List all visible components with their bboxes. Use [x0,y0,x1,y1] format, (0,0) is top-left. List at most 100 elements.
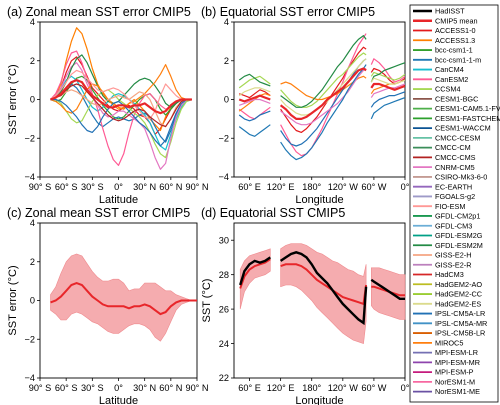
y-tick-label: −4 [219,172,229,182]
x-tick-label: 120° W [328,182,359,192]
legend-label: CCSM4 [435,85,461,94]
legend-label: GFDL-ESM2M [435,241,483,250]
legend-label: bcc-csm1-1-m [435,55,481,64]
x-tick-label: 60° S [55,182,78,192]
y-tick-label: 2 [30,257,35,267]
x-tick-label: 60° E [238,182,261,192]
y-tick-label: −4 [25,172,35,182]
panel-title: (b) Equatorial SST error CMIP5 [201,5,375,19]
spread-band [280,243,367,345]
y-tick-label: 4 [224,17,229,27]
x-axis-label: Latitude [99,194,138,206]
x-tick-label: 60° W [361,182,386,192]
y-tick-label: 30 [219,235,229,245]
y-tick-label: −4 [25,373,35,383]
legend-label: GFDL-CM3 [435,221,472,230]
y-tick-label: 2 [224,56,229,66]
y-tick-label: 24 [219,339,229,349]
series-line-miroc5 [50,63,192,114]
spread-band [371,267,406,320]
legend-label: MIROC5 [435,338,463,347]
legend-label: CESM1-WACCM [435,124,491,133]
series-line-cmip5-mean [370,82,405,91]
mean-line [50,282,197,316]
x-tick-label: 60° N [159,182,182,192]
x-tick-label: 60° E [238,383,261,393]
x-tick-label: 90° N [185,383,208,393]
legend-label: CNRM-CM5 [435,163,475,172]
legend-frame [409,4,499,403]
x-axis-label: Latitude [99,395,138,405]
series-line-ipsl-cm5a-lr [370,91,405,108]
obs-line [279,251,368,326]
y-tick-label: 22 [219,373,229,383]
legend-label: HadCM3 [435,270,464,279]
x-tick-label: 120° E [267,182,295,192]
series-line-cmcc-cms [50,83,192,128]
series-line-gfdl-esm2m [280,35,367,108]
y-tick-label: 4 [30,17,35,27]
legend-label: ACCESS1-0 [435,26,476,35]
series-line-canesm2 [280,33,367,157]
obs-line [239,256,271,286]
x-tick-label: 180° [302,383,321,393]
x-tick-label: 60° W [361,383,386,393]
series-group [50,27,193,170]
x-tick-label: 120° E [267,383,295,393]
x-tick-label: 0° [401,182,410,192]
series-line-bcc-csm1-1-m [280,64,367,161]
series-line-hadgem2-es [238,87,271,97]
x-tick-label: 30° N [133,182,156,192]
y-tick-label: 4 [30,218,35,228]
x-tick-label: 0° [114,383,123,393]
series-line-gfdl-esm2m [50,54,192,108]
x-tick-label: 120° W [328,383,359,393]
panel-a: (a) Zonal mean SST error CMIP5 90° S 60° S… [7,5,209,206]
legend-label: CMIP5 mean [435,16,478,25]
series-line-ipsl-cm5a-lr [280,58,367,147]
legend-label: MPI-ESM-P [435,368,474,377]
series-line-fio-esm [50,69,192,120]
series-line-cnrm-cm5 [238,98,271,106]
series-line-access1-0 [50,56,192,135]
x-tick-label: 180° [302,182,321,192]
panel-d: (d) Equatorial SST CMIP5 60° E 120° E 180° 1… [201,206,410,405]
series-line-gfdl-esm2m [238,73,271,87]
series-line-cmip5-mean [50,79,192,115]
legend-label: CanCM4 [435,65,464,74]
x-tick-label: 60° S [55,383,78,393]
legend-label: HadGEM2-CC [435,290,482,299]
legend-label: GFDL-CM2p1 [435,212,480,221]
mean-line [280,263,368,306]
legend-label: EC-EARTH [435,182,472,191]
legend-label: FIO-ESM [435,202,465,211]
y-tick-label: 28 [219,270,229,280]
x-tick-label: 30° S [81,182,104,192]
series-line-cmip5-mean [238,94,271,103]
y-axis-label: SST (°C) [201,279,213,323]
legend-label: GISS-E2-R [435,260,472,269]
panel-b: (b) Equatorial SST error CMIP5 60° E 120° … [201,5,410,206]
x-tick-label: 60° N [159,383,182,393]
legend-label: MPI-ESM-MR [435,358,480,367]
x-tick-label: 0° [114,182,123,192]
y-tick-label: 26 [219,304,229,314]
x-tick-label: 90° S [29,182,52,192]
y-tick-label: −2 [219,133,229,143]
series-line-bcc-csm1-1-m [50,83,192,143]
panel-c: (c) Zonal mean SST error CMIP5 90° S 60° S… [7,206,209,405]
y-axis-label: SST error (°C) [7,64,19,134]
series-line-access1-0 [238,89,271,99]
legend-label: CMCC-CESM [435,133,480,142]
series-line-gfdl-esm2m [370,62,405,83]
legend-label: bcc-csm1-1 [435,46,473,55]
series-line-ipsl-cm5a-lr [50,98,192,147]
panel-title: (d) Equatorial SST CMIP5 [201,206,345,220]
legend-label: FGOALS-g2 [435,192,475,201]
x-tick-label: 30° S [81,383,104,393]
series-line-canesm2 [370,58,405,83]
panel-title: (c) Zonal mean SST error CMIP5 [7,206,190,220]
legend-label: NorESM1-M [435,377,475,386]
